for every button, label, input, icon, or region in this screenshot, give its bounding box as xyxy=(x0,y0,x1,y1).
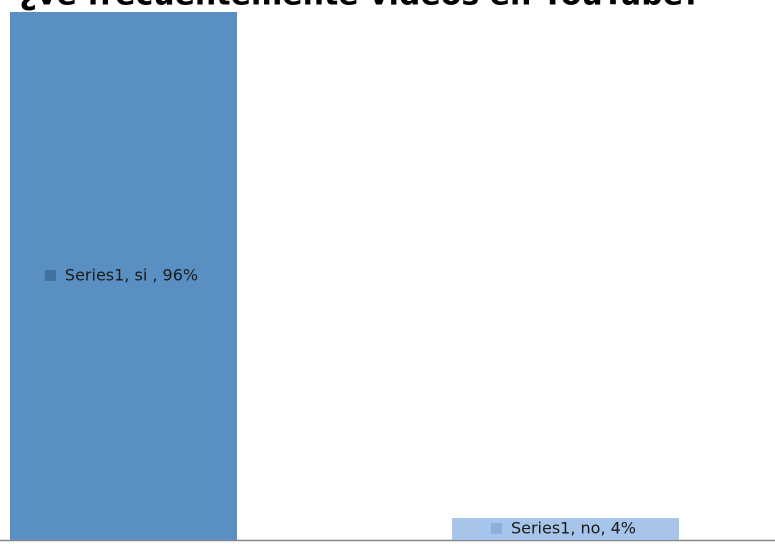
data-label: Series1, si , 96% xyxy=(65,266,198,285)
legend-key xyxy=(44,270,56,281)
data-label: Series1, no, 4% xyxy=(511,519,636,538)
chart-title: ¿ve frecuentemente videos en YouTube? xyxy=(20,0,701,13)
legend-key xyxy=(490,523,502,534)
bar xyxy=(452,518,679,540)
